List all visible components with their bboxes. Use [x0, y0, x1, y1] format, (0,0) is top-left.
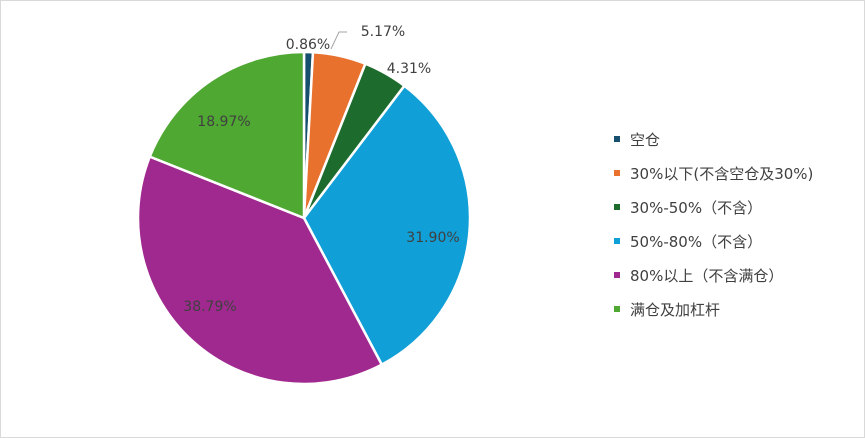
legend-item-3: 50%-80%（不含）	[614, 224, 813, 258]
data-label-3: 31.90%	[406, 230, 459, 246]
legend-swatch-1	[614, 170, 620, 176]
pie-slices	[136, 50, 472, 386]
legend-item-4: 80%以上（不含满仓）	[614, 258, 813, 292]
legend-item-0: 空仓	[614, 122, 813, 156]
legend-label-1: 30%以下(不含空仓及30%)	[630, 164, 814, 183]
data-label-0: 0.86%	[286, 37, 330, 53]
legend-label-2: 30%-50%（不含）	[630, 198, 763, 217]
legend-swatch-0	[614, 136, 620, 142]
data-label-1: 5.17%	[361, 24, 405, 40]
data-labels: 0.86% 5.17% 4.31% 31.90% 38.79% 18.97%	[183, 24, 459, 315]
legend-label-0: 空仓	[630, 130, 661, 149]
legend-swatch-4	[614, 272, 620, 278]
data-label-5: 18.97%	[197, 114, 250, 130]
legend-item-5: 满仓及加杠杆	[614, 292, 813, 326]
data-label-2: 4.31%	[387, 61, 431, 77]
pie-slice-4	[136, 155, 384, 386]
legend-label-4: 80%以上（不含满仓）	[630, 266, 784, 285]
leader-line-0	[330, 31, 347, 50]
legend-item-2: 30%-50%（不含）	[614, 190, 813, 224]
legend-swatch-2	[614, 204, 620, 210]
data-label-4: 38.79%	[183, 299, 236, 315]
legend-swatch-3	[614, 238, 620, 244]
legend-item-1: 30%以下(不含空仓及30%)	[614, 156, 813, 190]
legend-label-3: 50%-80%（不含）	[630, 232, 763, 251]
legend-label-5: 满仓及加杠杆	[630, 300, 721, 319]
legend: 空仓 30%以下(不含空仓及30%) 30%-50%（不含） 50%-80%（不含） 8…	[614, 122, 813, 326]
pie-slice-5	[148, 50, 306, 220]
legend-swatch-5	[614, 306, 620, 312]
